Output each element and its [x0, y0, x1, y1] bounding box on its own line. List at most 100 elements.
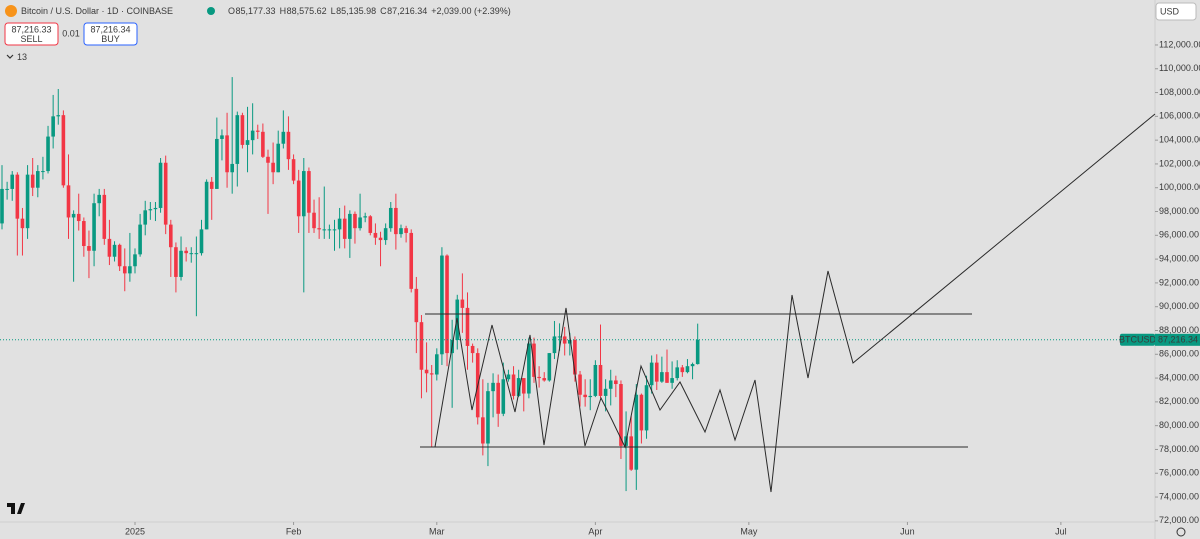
candle-body — [266, 156, 270, 163]
candle-body — [670, 378, 674, 383]
candle-body — [644, 385, 649, 431]
buy-button[interactable] — [83, 22, 138, 46]
candle-body — [486, 391, 490, 444]
candle-body — [429, 373, 434, 375]
sell-button[interactable] — [4, 22, 59, 46]
candle-body — [516, 378, 521, 396]
ohlc-label: H — [280, 6, 287, 16]
candle-body — [261, 131, 265, 157]
drawings — [420, 113, 1156, 493]
y-tick-label: 90,000.00 — [1159, 301, 1199, 311]
candle-body — [358, 217, 362, 229]
indicator-count: 13 — [17, 52, 27, 62]
candle-body — [568, 340, 572, 344]
ohlc-value: 85,177.33 — [236, 6, 276, 16]
y-tick-label: 82,000.00 — [1159, 396, 1199, 406]
candle-body — [521, 378, 526, 394]
sell-price: 87,216.33 — [11, 24, 51, 34]
candle-body — [660, 372, 664, 382]
ohlc-value: 87,216.34 — [387, 6, 427, 16]
candle-body — [511, 374, 516, 396]
candle-body — [56, 115, 61, 117]
candle-body — [552, 336, 557, 354]
candle-body — [148, 209, 153, 211]
candle-body — [291, 159, 296, 181]
candle-body — [87, 246, 91, 251]
candle-body — [593, 364, 598, 396]
candle-body — [36, 171, 40, 188]
candle-body — [286, 131, 291, 160]
candle-body — [634, 394, 639, 470]
y-tick-label: 110,000.00 — [1159, 63, 1200, 73]
ohlc-label: C — [380, 6, 387, 16]
candle-body — [496, 382, 500, 414]
candle-body — [445, 255, 449, 354]
x-tick-label: 2025 — [125, 526, 145, 536]
candle-body — [302, 171, 306, 217]
candle-body — [460, 299, 465, 308]
candle-body — [368, 216, 373, 233]
candle-body — [102, 194, 107, 239]
candle-body — [501, 379, 506, 414]
candle-body — [598, 364, 603, 396]
candle-body — [225, 135, 229, 173]
y-tick-label: 76,000.00 — [1159, 468, 1199, 478]
x-tick-label: Jul — [1055, 526, 1067, 536]
candle-body — [327, 229, 332, 231]
candle-body — [342, 218, 347, 239]
candle-body — [66, 185, 71, 218]
candle-body — [680, 367, 685, 373]
y-tick-label: 80,000.00 — [1159, 420, 1199, 430]
candle-body — [578, 374, 582, 395]
y-tick-label: 78,000.00 — [1159, 444, 1199, 454]
candle-body — [271, 162, 275, 173]
candle-body — [654, 362, 659, 382]
candle-body — [424, 369, 429, 374]
candle-body — [10, 174, 15, 189]
candle-body — [209, 181, 214, 189]
candle-body — [399, 228, 403, 235]
candle-body — [255, 130, 260, 132]
candle-body — [46, 136, 50, 172]
candle-body — [41, 171, 45, 173]
candle-body — [557, 336, 562, 338]
y-tick-label: 112,000.00 — [1159, 39, 1200, 49]
candle-body — [122, 266, 127, 274]
candle-body — [20, 218, 25, 229]
symbol-tag: BTCUSD — [1119, 335, 1157, 345]
candle-body — [245, 140, 250, 145]
candle-body — [695, 339, 700, 365]
candle-body — [143, 210, 148, 225]
candle-body — [51, 116, 55, 137]
candle-body — [250, 130, 255, 141]
candle-body — [603, 388, 608, 396]
candle-body — [317, 228, 321, 230]
candle-body — [199, 229, 204, 254]
symbol-title[interactable]: Bitcoin / U.S. Dollar · 1D · COINBASE — [21, 6, 173, 16]
ohlc-label: L — [331, 6, 336, 16]
currency-button[interactable] — [1155, 2, 1197, 21]
candle-body — [204, 181, 209, 230]
candle-body — [629, 436, 633, 470]
ohlc-value: 85,135.98 — [336, 6, 376, 16]
indicators-toggle[interactable] — [6, 54, 14, 59]
candle-body — [547, 353, 552, 381]
last-price-tag: 87,216.34 — [1158, 335, 1198, 345]
candle-body — [353, 213, 357, 229]
candle-body — [220, 135, 224, 139]
candle-body — [332, 229, 337, 231]
y-tick-label: 100,000.00 — [1159, 182, 1200, 192]
y-tick-label: 96,000.00 — [1159, 230, 1199, 240]
x-tick-label: Feb — [286, 526, 302, 536]
candle-body — [348, 213, 352, 239]
candle-body — [619, 384, 623, 446]
candle-body — [337, 218, 342, 230]
y-tick-label: 98,000.00 — [1159, 206, 1199, 216]
candle-body — [174, 247, 178, 277]
candle-body — [639, 394, 644, 431]
candle-body — [0, 188, 4, 224]
candle-body — [240, 115, 245, 145]
settings-icon[interactable] — [1176, 527, 1186, 537]
candle-body — [614, 380, 618, 385]
candle-body — [189, 253, 194, 255]
